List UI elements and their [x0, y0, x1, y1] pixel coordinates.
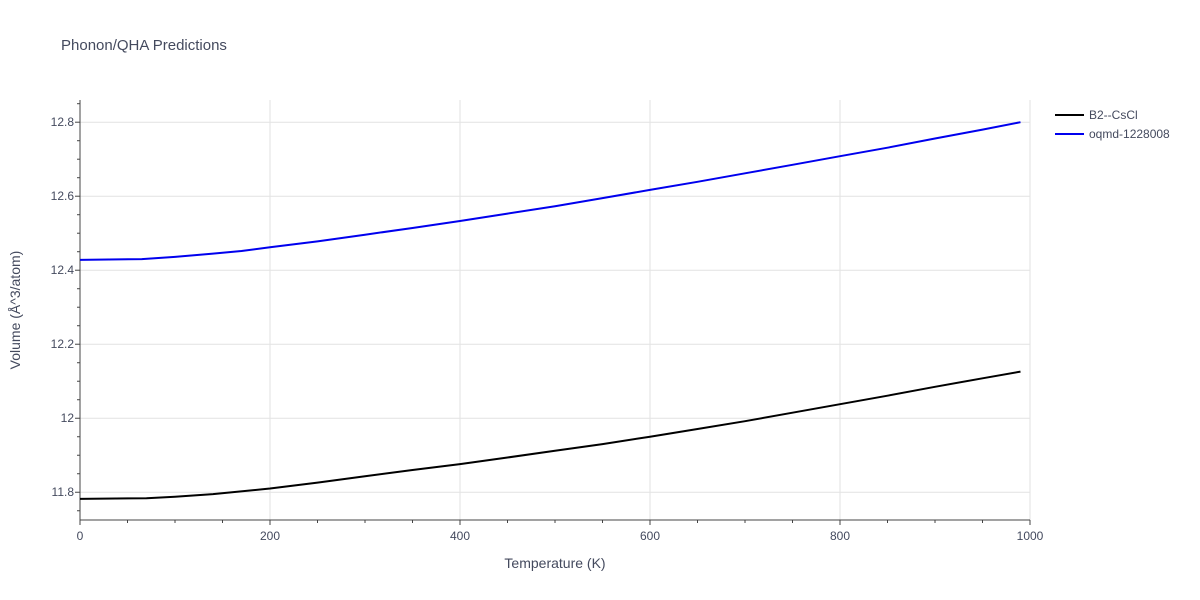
x-tick-label: 200: [260, 529, 280, 543]
x-tick-label: 1000: [1017, 529, 1044, 543]
grid: [80, 100, 1031, 520]
x-tick-label: 800: [830, 529, 850, 543]
x-tick-label: 0: [77, 529, 84, 543]
y-tick-label: 12.2: [51, 337, 75, 351]
legend-label: oqmd-1228008: [1089, 127, 1170, 141]
x-tick-label: 600: [640, 529, 660, 543]
axes: 0 200 400 600 800 1000 11.8 12 12.2 12.4 12.6 12.8: [51, 100, 1044, 543]
chart-title: Phonon/QHA Predictions: [61, 37, 227, 54]
x-tick-label: 400: [450, 529, 470, 543]
y-tick-label: 12.6: [51, 189, 75, 203]
plot-area: [79, 121, 1021, 500]
series-line: [79, 370, 1021, 500]
y-axis-title: Volume (Å^3/atom): [7, 251, 23, 370]
y-tick-label: 12.8: [51, 115, 75, 129]
y-tick-label: 12.4: [51, 263, 75, 277]
y-tick-label: 12: [61, 411, 75, 425]
legend: B2--CsCl oqmd-1228008: [1055, 108, 1170, 141]
x-axis-title: Temperature (K): [504, 555, 605, 571]
series-line: [79, 121, 1021, 261]
legend-label: B2--CsCl: [1089, 108, 1138, 122]
y-tick-label: 11.8: [52, 485, 75, 499]
